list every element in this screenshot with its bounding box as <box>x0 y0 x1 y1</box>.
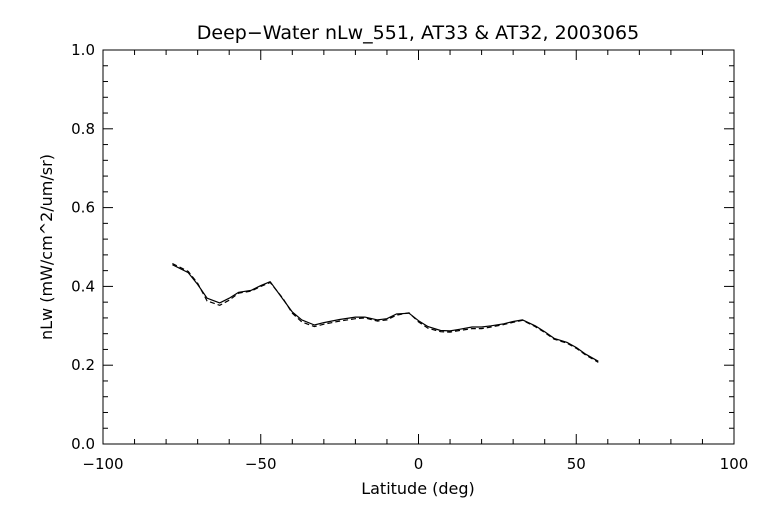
series-layer <box>172 262 599 363</box>
plot-frame <box>102 49 735 445</box>
y-axis-tick-labels: 0.0 0.2 0.4 0.6 0.8 1.0 <box>71 41 95 453</box>
x-tick-label: 50 <box>567 455 586 473</box>
y-tick-label: 1.0 <box>71 41 95 59</box>
chart-title: Deep−Water nLw_551, AT33 & AT32, 2003065 <box>197 22 639 44</box>
x-tick-label: 100 <box>720 455 749 473</box>
x-axis-tick-labels: −100 −50 0 50 100 <box>82 455 748 473</box>
y-tick-label: 0.6 <box>71 199 95 217</box>
y-tick-label: 0.2 <box>71 356 95 374</box>
series-line-dashed <box>172 262 599 363</box>
y-axis-label: nLw (mW/cm^2/um/sr) <box>37 154 56 340</box>
x-tick-label: −50 <box>245 455 277 473</box>
y-axis-ticks <box>103 49 734 445</box>
x-axis-label: Latitude (deg) <box>361 479 475 498</box>
series-line-solid <box>172 264 599 362</box>
y-tick-label: 0.4 <box>71 277 95 295</box>
y-tick-label: 0.8 <box>71 120 95 138</box>
x-axis-ticks <box>102 50 735 444</box>
x-tick-label: −100 <box>82 455 123 473</box>
y-tick-label: 0.0 <box>71 435 95 453</box>
x-tick-label: 0 <box>414 455 424 473</box>
